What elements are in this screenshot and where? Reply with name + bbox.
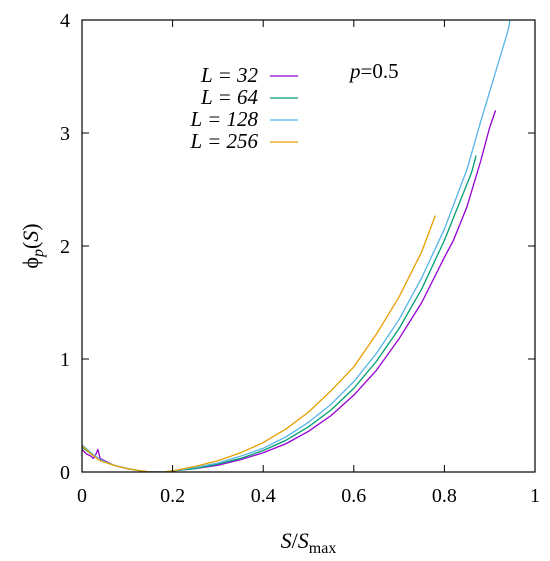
legend-label: L = 128: [190, 107, 259, 131]
annotation-p: p=0.5: [348, 59, 399, 83]
legend-label: L = 256: [190, 129, 259, 153]
y-tick-label: 4: [60, 10, 70, 32]
y-tick-label: 1: [60, 349, 70, 371]
x-tick-label: 1: [530, 485, 540, 507]
x-tick-label: 0.8: [432, 485, 457, 507]
legend-label: L = 64: [200, 85, 258, 109]
y-axis-label: ϕp(S): [18, 223, 47, 268]
y-tick-label: 0: [60, 462, 70, 484]
series-line-l-256: [82, 215, 436, 472]
y-tick-label: 2: [60, 236, 70, 258]
series-line-l-32: [82, 110, 497, 472]
y-tick-label: 3: [60, 123, 70, 145]
x-tick-label: 0: [77, 485, 87, 507]
tick-labels: 0 0.2 0.4 0.6 0.8 1 0 1 2 3 4: [60, 10, 540, 507]
x-axis-label: S/Smax: [281, 528, 337, 557]
x-tick-label: 0.2: [160, 485, 185, 507]
legend-label: L = 32: [200, 63, 258, 87]
plot-frame: [81, 19, 536, 473]
series-line-l-64: [82, 155, 477, 472]
x-tick-label: 0.4: [251, 485, 276, 507]
x-tick-label: 0.6: [341, 485, 366, 507]
axis-ticks: [81, 19, 536, 473]
series-line-l-128: [82, 20, 511, 472]
